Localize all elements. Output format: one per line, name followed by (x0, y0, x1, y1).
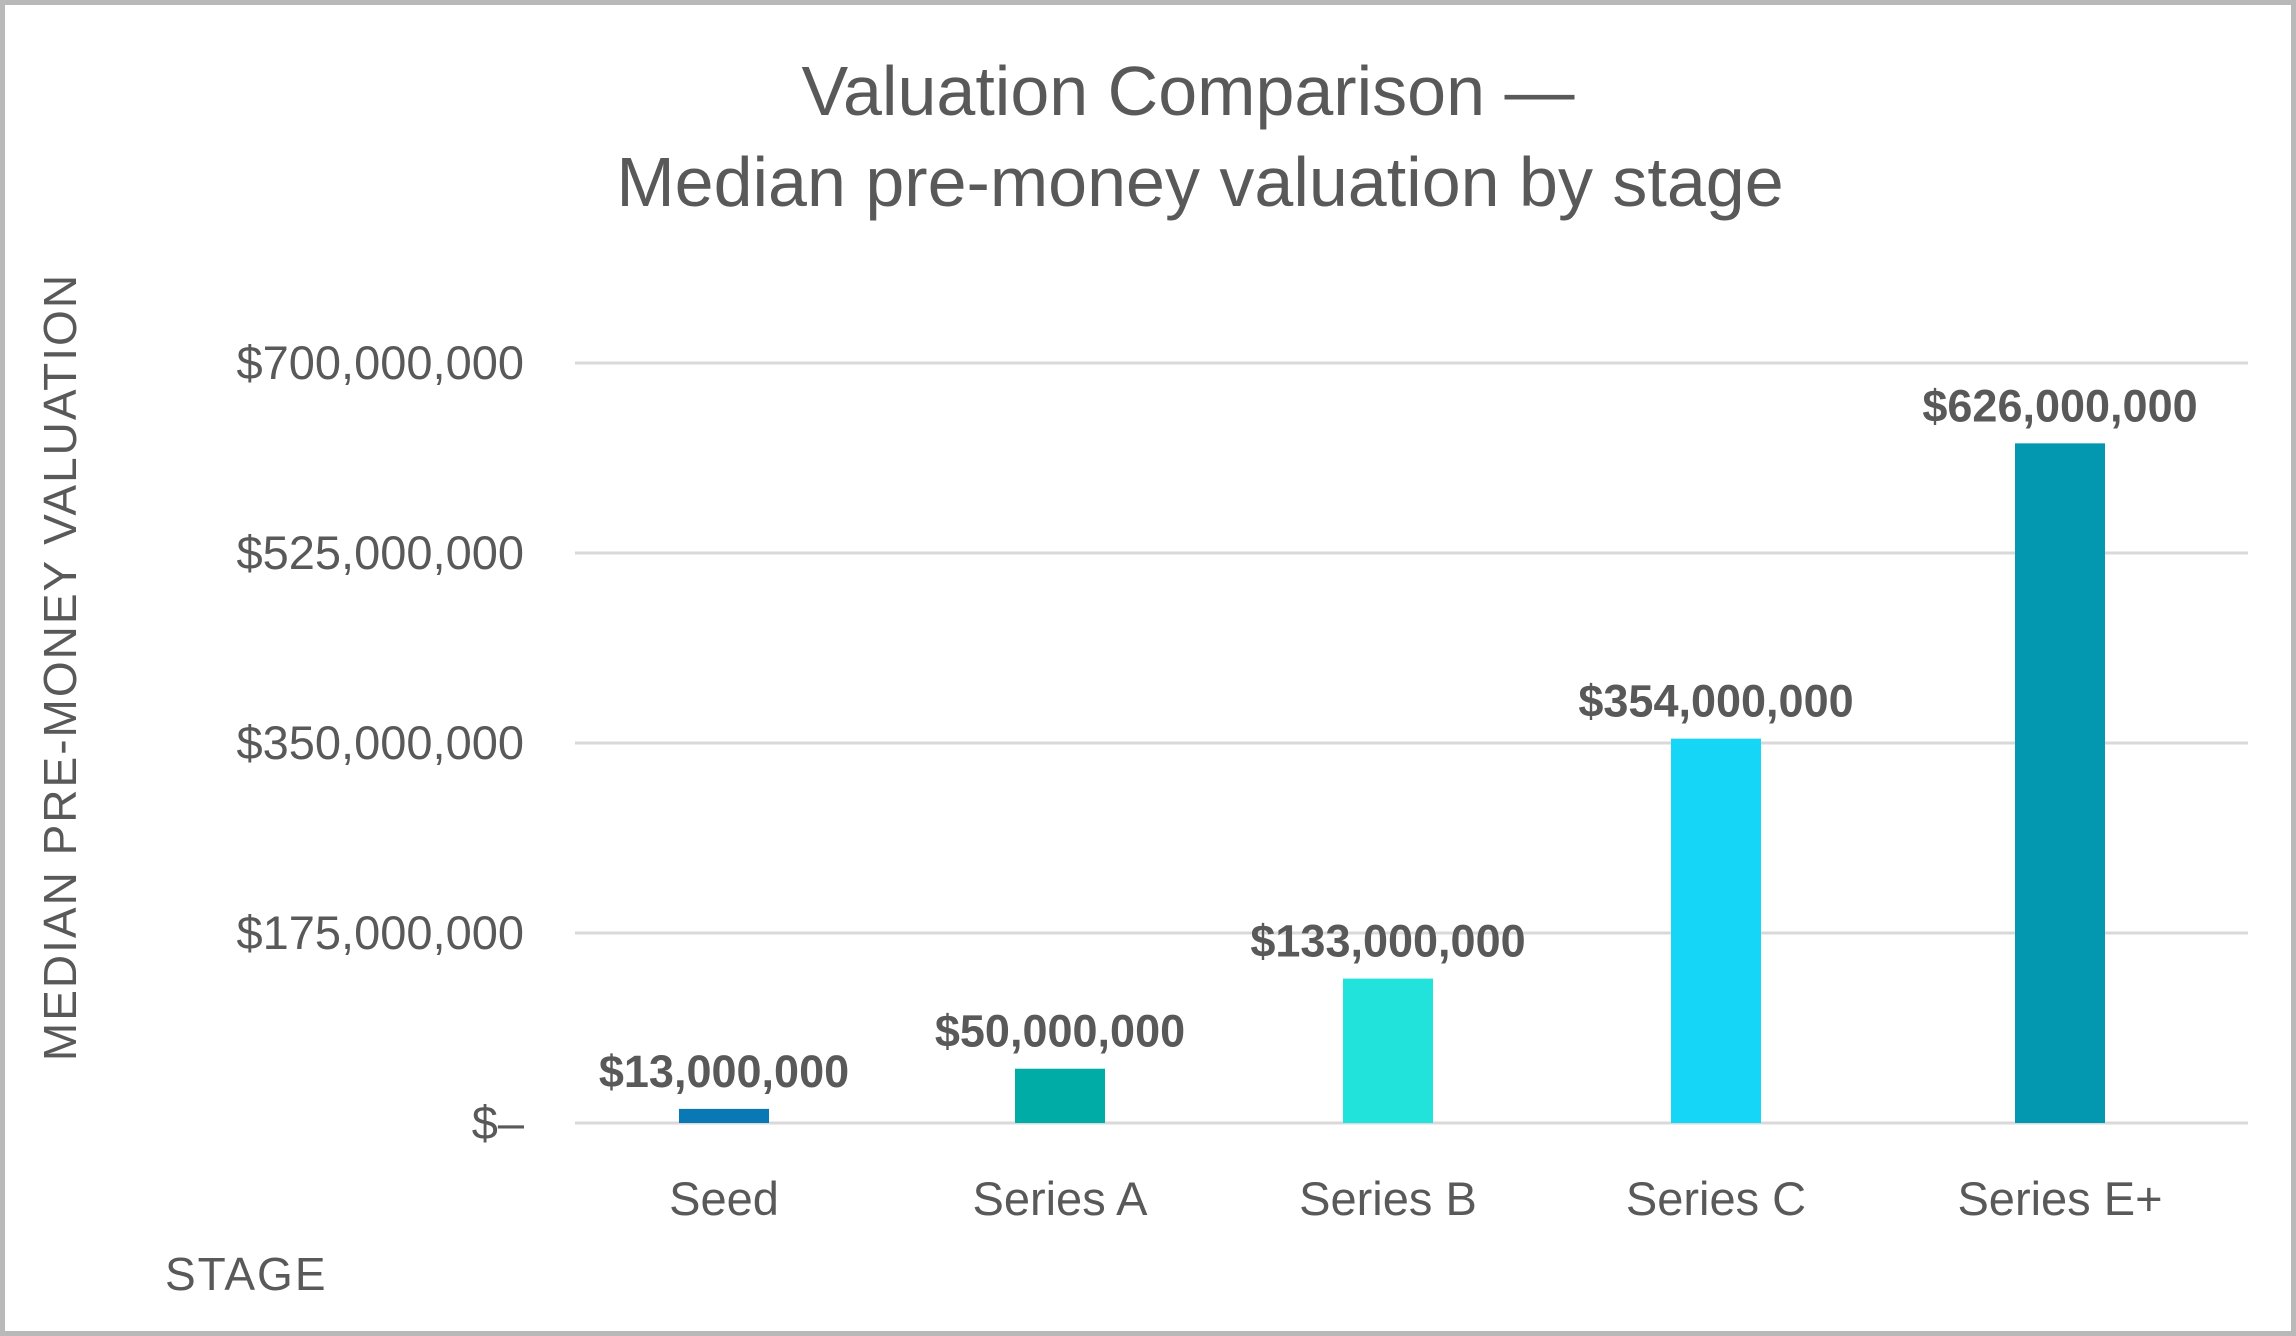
data-label: $133,000,000 (1250, 916, 1525, 967)
y-tick-label: $700,000,000 (236, 336, 524, 389)
gridlines (575, 361, 2248, 1125)
data-label: $50,000,000 (935, 1006, 1185, 1057)
bars (679, 443, 2105, 1123)
x-axis-title: STAGE (165, 1248, 328, 1300)
y-tick-label: $350,000,000 (236, 716, 524, 769)
data-label: $626,000,000 (1922, 380, 2197, 431)
y-tick-label: $175,000,000 (236, 906, 524, 959)
y-tick-label: $– (472, 1096, 525, 1149)
x-tick-label: Series A (972, 1172, 1148, 1225)
x-tick-label: Series B (1299, 1172, 1477, 1225)
x-tick-label: Series E+ (1957, 1172, 2162, 1225)
chart-title-line-1: Valuation Comparison — (802, 52, 1575, 130)
bar (679, 1108, 769, 1123)
x-tick-label: Series C (1626, 1172, 1806, 1225)
x-tick-label: Seed (669, 1172, 779, 1225)
bar (2015, 443, 2105, 1123)
y-axis-title: MEDIAN PRE-MONEY VALUATION (34, 273, 86, 1061)
bar (1671, 738, 1761, 1123)
bar (1343, 978, 1433, 1123)
data-label: $354,000,000 (1578, 676, 1853, 727)
y-axis-ticks: $– $175,000,000 $350,000,000 $525,000,000 $7… (236, 336, 524, 1149)
bar (1015, 1068, 1105, 1123)
data-label: $13,000,000 (599, 1046, 849, 1097)
chart-title: Valuation Comparison — Median pre-money … (616, 52, 1783, 221)
chart-title-line-2: Median pre-money valuation by stage (616, 143, 1783, 221)
y-tick-label: $525,000,000 (236, 526, 524, 579)
data-labels: $13,000,000 $50,000,000 $133,000,000 $354,0… (599, 380, 2198, 1097)
x-axis-ticks: Seed Series A Series B Series C Series E+ (669, 1172, 2162, 1225)
